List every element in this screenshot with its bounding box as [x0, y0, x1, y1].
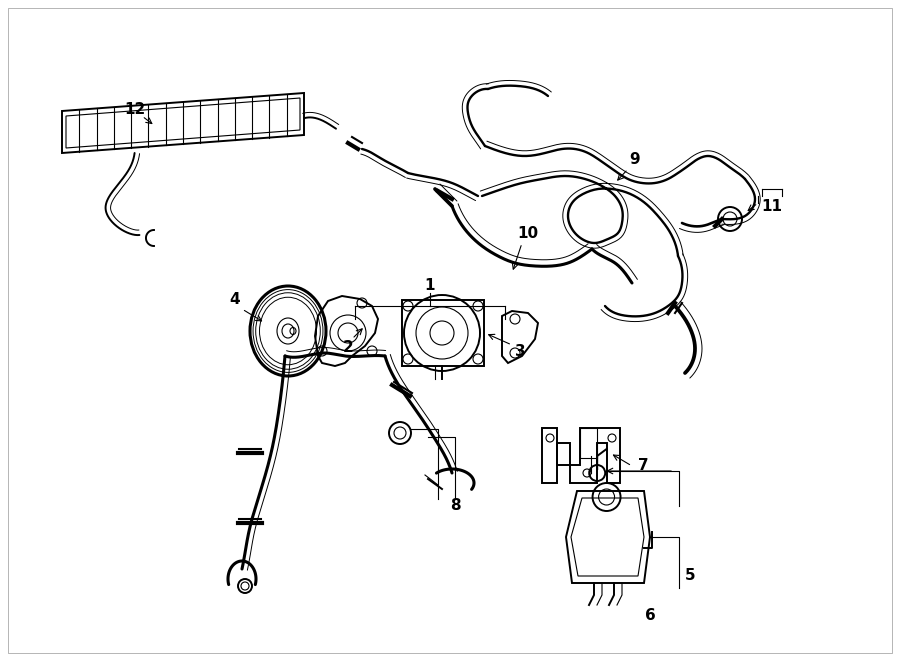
- Text: 8: 8: [450, 498, 460, 514]
- Text: 6: 6: [645, 609, 656, 623]
- Text: 7: 7: [638, 459, 649, 473]
- Text: 1: 1: [425, 278, 436, 293]
- Text: 4: 4: [230, 292, 240, 307]
- Text: 2: 2: [343, 340, 354, 354]
- Text: 10: 10: [518, 225, 538, 241]
- Text: 12: 12: [124, 102, 146, 116]
- Text: 9: 9: [630, 151, 640, 167]
- Text: 3: 3: [515, 344, 526, 358]
- Text: 5: 5: [685, 568, 696, 584]
- Text: 11: 11: [761, 198, 782, 214]
